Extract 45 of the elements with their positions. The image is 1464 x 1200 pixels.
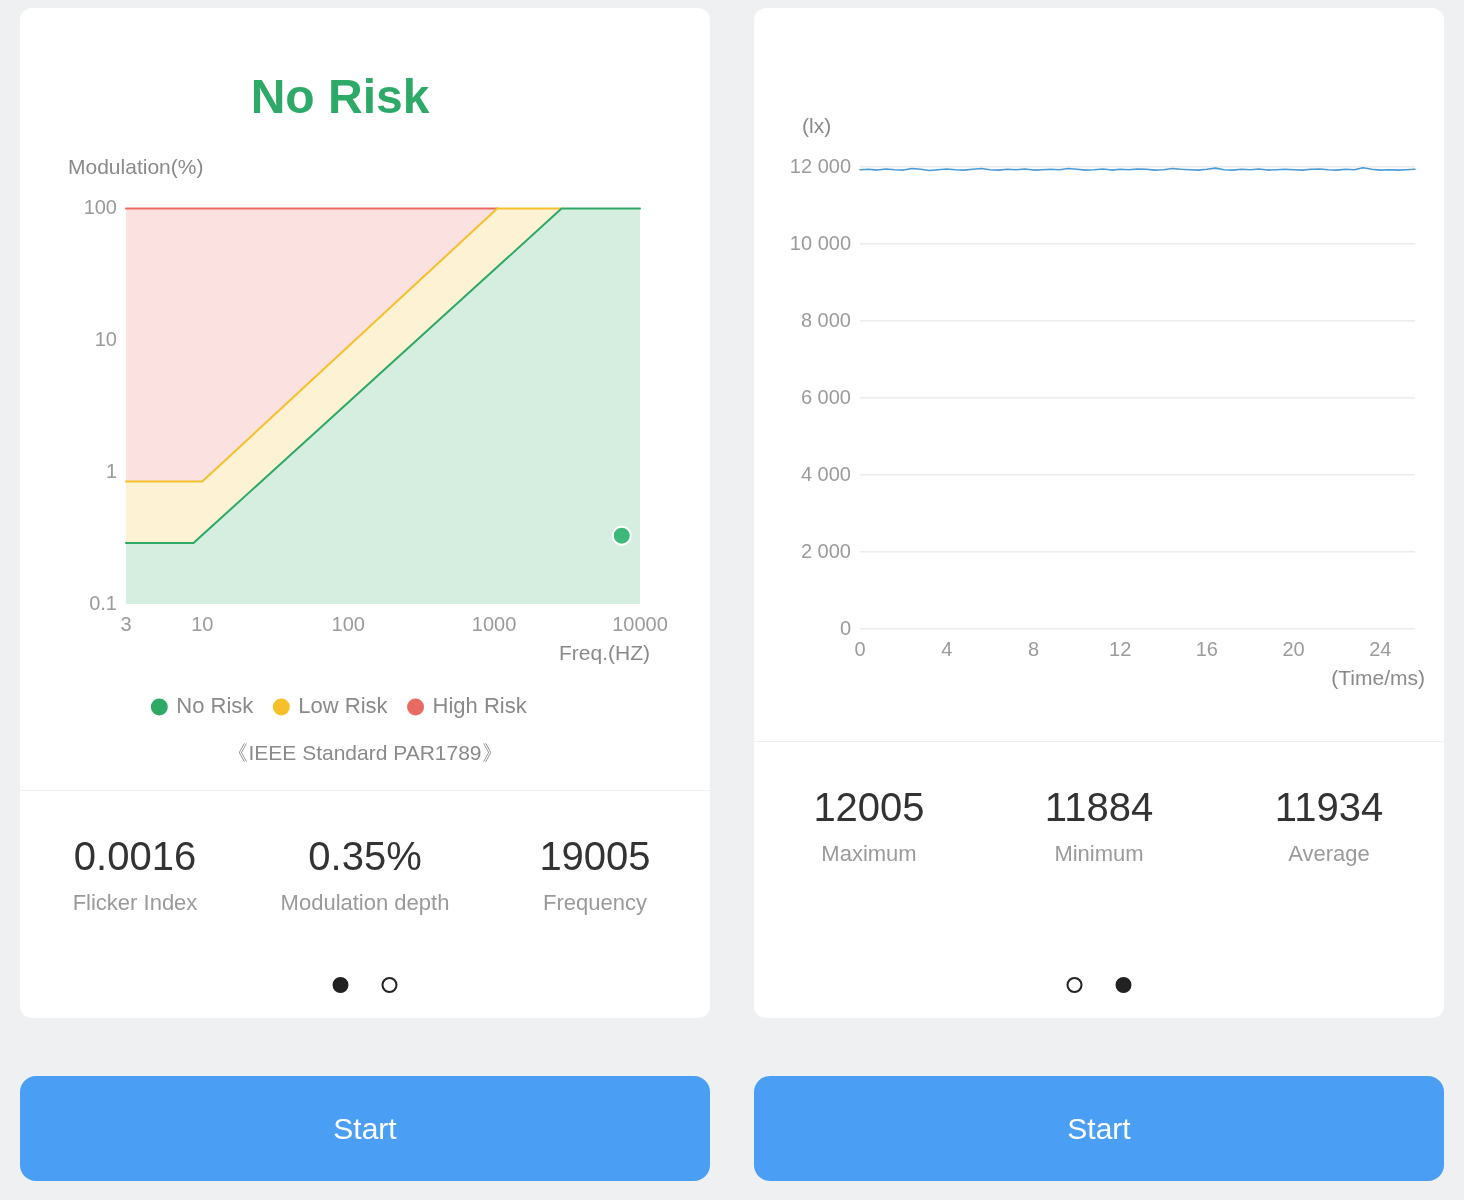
text: Flicker Index	[71, 890, 199, 916]
x-tick-label: 10000	[612, 612, 668, 635]
chart-title: No Risk	[250, 70, 430, 124]
y-axis-title: Modulation(%)	[68, 155, 204, 179]
text: Start	[1067, 1111, 1131, 1146]
x-tick-label: 12	[1109, 637, 1132, 660]
y-tick-label: 1	[105, 459, 117, 482]
x-tick-label: 20	[1282, 637, 1305, 660]
y-tick-label: 4 000	[800, 462, 851, 485]
text: 0.0016	[72, 833, 198, 880]
x-axis-title: (Time/ms)	[1331, 665, 1425, 689]
x-tick-label: 100	[331, 612, 365, 635]
x-tick-label: 0	[854, 637, 866, 660]
y-tick-label: 12 000	[789, 154, 851, 177]
x-tick-label: 16	[1195, 637, 1218, 660]
text: Modulation depth	[279, 890, 451, 916]
x-tick-label: 10	[191, 612, 214, 635]
text: 0.35%	[307, 833, 423, 880]
legend-label: No Risk	[176, 693, 255, 719]
text: Start	[333, 1111, 397, 1146]
x-tick-label: 24	[1369, 637, 1392, 660]
y-tick-label: 100	[83, 196, 117, 219]
y-tick-label: 8 000	[800, 308, 851, 331]
x-tick-label: 1000	[471, 612, 517, 635]
text: Maximum	[820, 841, 918, 867]
y-tick-label: 6 000	[800, 385, 851, 408]
y-tick-label: 10	[94, 327, 117, 350]
text: 19005	[538, 833, 652, 880]
text: Average	[1287, 841, 1371, 867]
x-tick-label: 4	[941, 637, 953, 660]
text: 《IEEE Standard PAR1789》	[227, 740, 503, 764]
x-tick-label: 8	[1027, 637, 1039, 660]
legend-label: Low Risk	[298, 693, 389, 719]
x-axis-title: Freq.(HZ)	[559, 640, 650, 664]
y-tick-label: 2 000	[800, 539, 851, 562]
y-tick-label: 0.1	[89, 591, 117, 614]
y-axis-title: (lx)	[802, 113, 832, 137]
text: Minimum	[1053, 841, 1145, 867]
legend-label: High Risk	[432, 693, 528, 719]
text: 12005	[812, 784, 926, 831]
text: 11934	[1273, 784, 1385, 831]
y-tick-label: 10 000	[789, 231, 851, 254]
text: 11884	[1043, 784, 1155, 831]
x-tick-label: 3	[120, 612, 132, 635]
text: Frequency	[542, 890, 648, 916]
